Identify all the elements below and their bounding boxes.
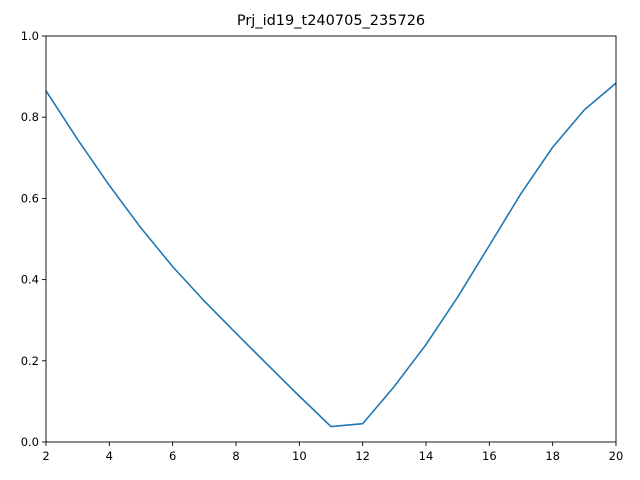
x-tick-label: 10: [292, 449, 307, 463]
x-tick-label: 18: [545, 449, 560, 463]
y-tick-label: 1.0: [21, 29, 39, 43]
y-tick-label: 0.4: [21, 273, 39, 287]
y-tick-label: 0.0: [21, 435, 39, 449]
x-tick-label: 6: [169, 449, 176, 463]
y-tick-label: 0.2: [21, 354, 39, 368]
series-line-0: [45, 82, 617, 428]
y-tick-label: 0.6: [21, 191, 39, 205]
x-tick-label: 14: [419, 449, 434, 463]
x-tick-label: 8: [232, 449, 239, 463]
chart-title: Prj_id19_t240705_235726: [237, 13, 425, 29]
axes-frame: [45, 35, 617, 443]
y-tick-label: 0.8: [21, 110, 39, 124]
x-tick-label: 2: [42, 449, 49, 463]
x-tick-label: 16: [482, 449, 497, 463]
x-tick-label: 20: [609, 449, 624, 463]
x-tick-label: 12: [355, 449, 370, 463]
plot-area: 2 4 6 8 10 12 14 16 18 20 0.0 0.2 0.4 0.6 0.8 1.0: [21, 29, 624, 463]
x-tick-label: 4: [106, 449, 113, 463]
